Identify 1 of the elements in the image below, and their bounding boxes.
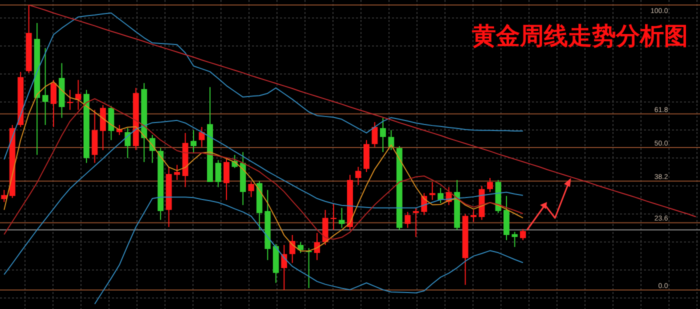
- title: 黄金周线走势分析图: [472, 23, 688, 50]
